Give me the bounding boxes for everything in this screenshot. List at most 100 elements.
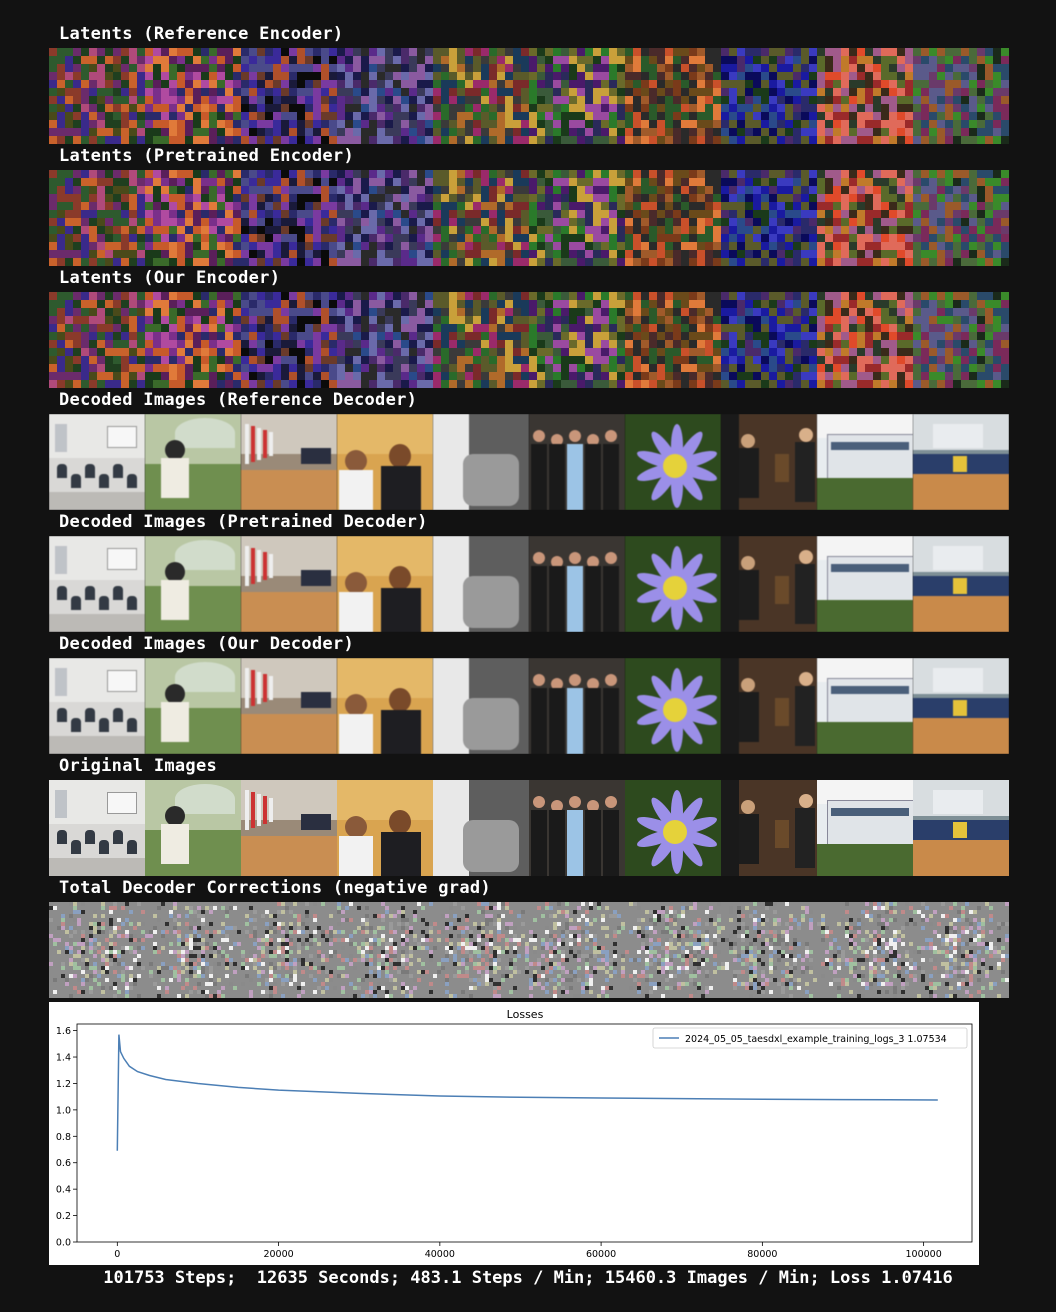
y-tick-label: 1.6 xyxy=(56,1026,71,1037)
latent-tile xyxy=(49,170,145,266)
classroom-scene-image xyxy=(49,658,145,754)
x-tick-label: 40000 xyxy=(425,1249,455,1260)
racetrack-banner-image xyxy=(913,658,1009,754)
latent-tile xyxy=(337,48,433,144)
white-building-image xyxy=(817,536,913,632)
white-building-image xyxy=(817,414,913,510)
latent-tile xyxy=(721,48,817,144)
racetrack-banner-image xyxy=(913,780,1009,876)
latent-tile xyxy=(49,48,145,144)
correction-noise-tile xyxy=(337,902,433,998)
y-tick-label: 1.4 xyxy=(56,1053,71,1064)
hall-with-flags-image xyxy=(241,536,337,632)
white-building-image xyxy=(817,780,913,876)
men-school-banner-image xyxy=(337,414,433,510)
decoded-our-label: Decoded Images (Our Decoder) xyxy=(59,634,354,654)
latents-pretrained-strip xyxy=(49,170,1009,266)
latent-tile xyxy=(337,292,433,388)
correction-noise-tile xyxy=(145,902,241,998)
latent-tile xyxy=(625,292,721,388)
latent-tile xyxy=(529,48,625,144)
purple-flower-image xyxy=(625,780,721,876)
men-school-banner-image xyxy=(337,780,433,876)
legend-box xyxy=(652,1027,968,1049)
men-school-banner-image xyxy=(337,536,433,632)
legend: 2024_05_05_taesdxl_example_training_logs… xyxy=(652,1027,968,1049)
latent-tile xyxy=(529,170,625,266)
woman-umbrella-field-image xyxy=(145,780,241,876)
bw-worker-image xyxy=(433,536,529,632)
latent-tile xyxy=(145,292,241,388)
latent-tile xyxy=(241,292,337,388)
y-tick-label: 0.0 xyxy=(56,1238,71,1249)
losses-chart: Losses 0.0 0.2 0.4 0.6 0.8 1.0 1.2 1.4 1.6 0 2000… xyxy=(49,1002,979,1265)
classroom-scene-image xyxy=(49,780,145,876)
correction-noise-tile xyxy=(529,902,625,998)
men-suits-room-image xyxy=(721,658,817,754)
decoded-our-strip xyxy=(49,658,1009,754)
training-stats-footer: 101753 Steps; 12635 Seconds; 483.1 Steps… xyxy=(103,1268,953,1288)
loss-series-line xyxy=(116,1034,938,1151)
x-tick-label: 60000 xyxy=(586,1249,616,1260)
white-building-image xyxy=(817,658,913,754)
legend-label: 2024_05_05_taesdxl_example_training_logs… xyxy=(685,1034,947,1045)
chart-title: Losses xyxy=(507,1008,544,1021)
latent-tile xyxy=(145,170,241,266)
latent-tile xyxy=(433,292,529,388)
latent-tile xyxy=(625,48,721,144)
woman-umbrella-field-image xyxy=(145,536,241,632)
latent-tile xyxy=(145,48,241,144)
men-suits-room-image xyxy=(721,536,817,632)
latent-tile xyxy=(817,292,913,388)
purple-flower-image xyxy=(625,414,721,510)
y-tick-label: 1.0 xyxy=(56,1105,71,1116)
decoded-pretrained-strip xyxy=(49,536,1009,632)
latent-tile xyxy=(433,48,529,144)
latent-tile xyxy=(529,292,625,388)
correction-noise-tile xyxy=(913,902,1009,998)
latents-our-label: Latents (Our Encoder) xyxy=(59,268,281,288)
women-group-dress-image xyxy=(529,780,625,876)
purple-flower-image xyxy=(625,658,721,754)
decoder-corrections-strip xyxy=(49,902,1009,998)
latent-tile xyxy=(625,170,721,266)
correction-noise-tile xyxy=(625,902,721,998)
correction-noise-tile xyxy=(49,902,145,998)
hall-with-flags-image xyxy=(241,658,337,754)
plot-area xyxy=(76,1023,973,1243)
latent-tile xyxy=(817,48,913,144)
hall-with-flags-image xyxy=(241,414,337,510)
men-suits-room-image xyxy=(721,780,817,876)
men-suits-room-image xyxy=(721,414,817,510)
latent-tile xyxy=(433,170,529,266)
latent-tile xyxy=(49,292,145,388)
y-tick-label: 0.2 xyxy=(56,1211,71,1222)
correction-noise-tile xyxy=(241,902,337,998)
racetrack-banner-image xyxy=(913,536,1009,632)
hall-with-flags-image xyxy=(241,780,337,876)
men-school-banner-image xyxy=(337,658,433,754)
bw-worker-image xyxy=(433,658,529,754)
y-tick-label: 0.6 xyxy=(56,1158,71,1169)
classroom-scene-image xyxy=(49,536,145,632)
original-images-strip xyxy=(49,780,1009,876)
y-tick-label: 0.8 xyxy=(56,1132,71,1143)
latent-tile xyxy=(913,170,1009,266)
latent-tile xyxy=(721,170,817,266)
latent-tile xyxy=(241,48,337,144)
y-tick-label: 1.2 xyxy=(56,1079,71,1090)
bw-worker-image xyxy=(433,414,529,510)
x-tick-label: 0 xyxy=(114,1249,120,1260)
women-group-dress-image xyxy=(529,658,625,754)
latents-our-strip xyxy=(49,292,1009,388)
losses-chart-svg: Losses 0.0 0.2 0.4 0.6 0.8 1.0 1.2 1.4 1.6 0 2000… xyxy=(56,1008,973,1260)
y-tick-label: 0.4 xyxy=(56,1185,71,1196)
women-group-dress-image xyxy=(529,536,625,632)
correction-noise-tile xyxy=(721,902,817,998)
decoded-reference-strip xyxy=(49,414,1009,510)
x-tick-label: 80000 xyxy=(747,1249,777,1260)
decoded-pretrained-label: Decoded Images (Pretrained Decoder) xyxy=(59,512,428,532)
original-images-label: Original Images xyxy=(59,756,218,776)
x-tick-label: 20000 xyxy=(263,1249,293,1260)
bw-worker-image xyxy=(433,780,529,876)
